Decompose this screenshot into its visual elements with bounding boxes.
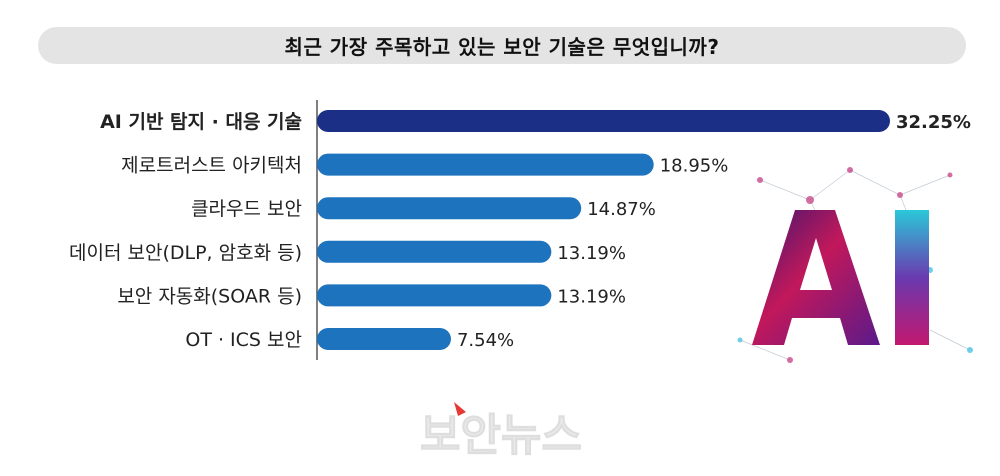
value-label: 18.95% (660, 156, 729, 177)
category-label: 클라우드 보안 (191, 198, 302, 220)
bar (317, 110, 890, 132)
category-label: 데이터 보안(DLP, 암호화 등) (69, 242, 302, 264)
watermark-logo: 보안뉴스 (420, 402, 582, 462)
value-label: 13.19% (557, 243, 626, 264)
bar (317, 197, 582, 220)
bar (317, 153, 654, 176)
value-label: 32.25% (896, 112, 971, 133)
bar (317, 284, 552, 307)
chart-title: 최근 가장 주목하고 있는 보안 기술은 무엇입니까? (284, 35, 720, 59)
bar (317, 240, 552, 263)
bar (317, 328, 451, 350)
value-label: 7.54% (457, 330, 514, 351)
category-label: AI 기반 탐지 · 대응 기술 (100, 111, 302, 133)
category-label: OT · ICS 보안 (185, 329, 302, 351)
title-bar: 최근 가장 주목하고 있는 보안 기술은 무엇입니까? (38, 27, 966, 64)
value-label: 14.87% (587, 199, 656, 220)
category-label: 제로트러스트 아키텍처 (121, 155, 302, 177)
value-label: 13.19% (557, 286, 626, 307)
ai-letters-art (737, 167, 973, 363)
svg-text:보안뉴스: 보안뉴스 (420, 410, 582, 461)
category-label: 보안 자동화(SOAR 등) (117, 285, 302, 307)
